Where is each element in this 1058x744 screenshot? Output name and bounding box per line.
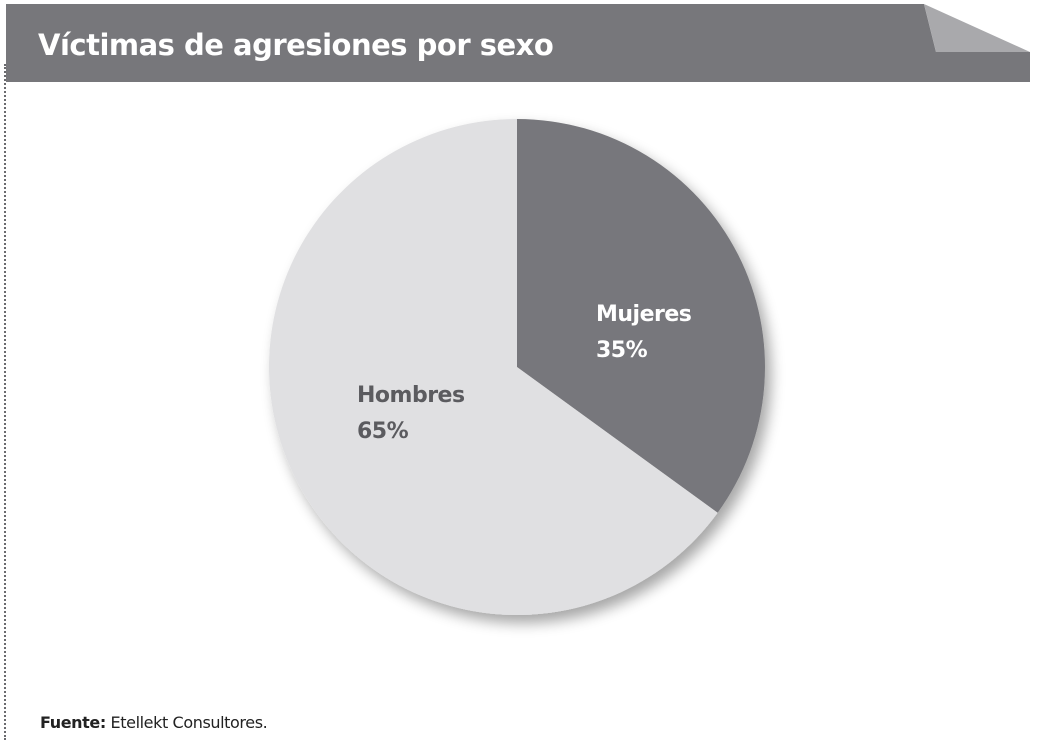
source-label: Fuente: <box>40 713 106 732</box>
pie-slices <box>268 119 765 615</box>
slice-value-mujeres: 35% <box>596 338 648 363</box>
title-banner: Víctimas de agresiones por sexo <box>6 4 1030 82</box>
source-note: Fuente: Etellekt Consultores. <box>40 713 268 732</box>
banner-shape <box>6 4 1030 82</box>
slice-label-mujeres: Mujeres <box>596 302 692 327</box>
slice-label-hombres: Hombres <box>357 383 465 408</box>
dotted-divider <box>4 64 6 740</box>
chart-title: Víctimas de agresiones por sexo <box>38 28 554 62</box>
banner-background <box>6 4 1030 82</box>
pie-slice-hombres <box>268 119 718 615</box>
pie-slice-mujeres <box>517 119 765 513</box>
pie-labels: Mujeres 35% Hombres 65% <box>357 302 692 444</box>
slice-value-hombres: 65% <box>357 419 409 444</box>
banner-fold <box>924 4 1030 52</box>
source-text: Etellekt Consultores. <box>105 713 268 732</box>
